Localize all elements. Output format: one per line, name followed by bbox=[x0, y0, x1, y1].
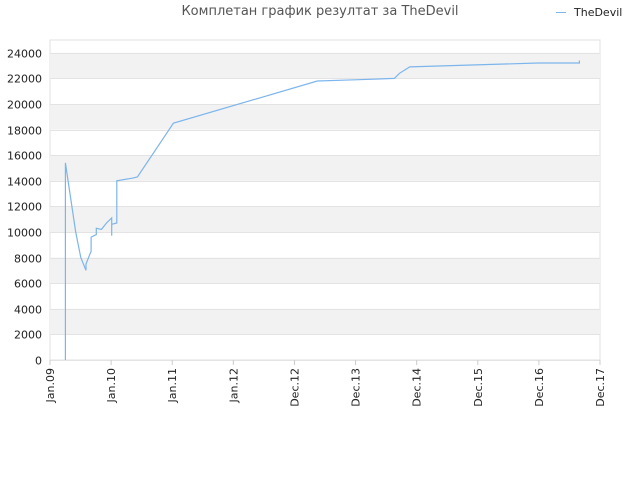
plot-background-bands bbox=[49, 39, 601, 361]
y-tick-label: 12000 bbox=[7, 201, 42, 214]
y-tick-label: 18000 bbox=[7, 125, 42, 138]
grid-band bbox=[50, 155, 600, 181]
y-tick-label: 4000 bbox=[14, 304, 42, 317]
grid-band bbox=[50, 104, 600, 130]
y-tick-label: 2000 bbox=[14, 329, 42, 342]
gridlines bbox=[50, 53, 600, 361]
x-tick-label: Dec.16 bbox=[533, 368, 546, 407]
y-tick-label: 22000 bbox=[7, 73, 42, 86]
x-tick-label: Jan.12 bbox=[227, 368, 240, 403]
x-tick-label: Dec.13 bbox=[350, 368, 363, 407]
chart-title: Комплетан график резултат за TheDevil bbox=[181, 4, 459, 19]
plot-area bbox=[49, 39, 601, 361]
y-tick-label: 6000 bbox=[14, 278, 42, 291]
x-tick-label: Jan.11 bbox=[166, 368, 179, 403]
series-line-thedevil bbox=[64, 60, 580, 360]
grid-band bbox=[50, 257, 600, 284]
grid-band bbox=[50, 206, 600, 232]
x-tick-label: Dec.14 bbox=[411, 368, 424, 407]
legend[interactable]: TheDevil bbox=[556, 6, 622, 19]
grid-band bbox=[50, 308, 600, 335]
y-tick-label: 16000 bbox=[7, 150, 42, 163]
series-group bbox=[64, 60, 580, 360]
x-axis: Jan.09 Jan.10 Jan.11 Jan.12 Dec.12 Dec.13 Dec.… bbox=[44, 360, 607, 407]
legend-swatch bbox=[556, 12, 566, 13]
y-tick-label: 20000 bbox=[7, 99, 42, 112]
x-tick-label: Jan.10 bbox=[105, 368, 118, 403]
grid-band bbox=[50, 52, 600, 79]
x-tick-label: Jan.09 bbox=[44, 368, 57, 403]
y-tick-label: 24000 bbox=[7, 48, 42, 61]
y-axis: 0 2000 4000 6000 8000 10000 12000 14000 16000 180… bbox=[7, 48, 42, 368]
x-tick-label: Dec.17 bbox=[594, 368, 607, 407]
y-tick-label: 14000 bbox=[7, 176, 42, 189]
y-tick-label: 0 bbox=[35, 355, 42, 368]
legend-label: TheDevil bbox=[574, 6, 623, 19]
y-tick-label: 8000 bbox=[14, 253, 42, 266]
y-tick-label: 10000 bbox=[7, 227, 42, 240]
x-tick-label: Dec.12 bbox=[288, 368, 301, 407]
x-tick-label: Dec.15 bbox=[472, 368, 485, 407]
